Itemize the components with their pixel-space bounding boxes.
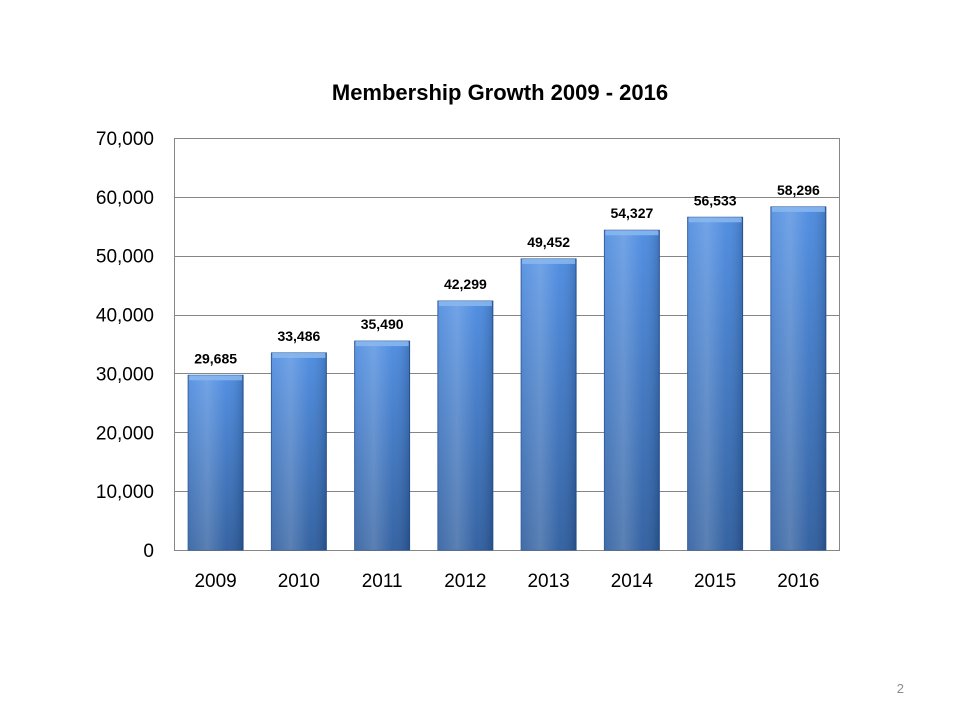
data-label-2010: 33,486	[277, 328, 320, 344]
bar-2015	[687, 216, 744, 551]
y-tick-label: 60,000	[96, 188, 154, 209]
bar-shine	[604, 230, 660, 550]
data-label-2012: 42,299	[444, 276, 487, 292]
bar-shine	[271, 352, 327, 550]
bar-top-highlight	[771, 206, 825, 212]
y-tick-label: 10,000	[96, 482, 154, 503]
y-tick-label: 50,000	[96, 247, 154, 268]
bar-shine	[188, 375, 244, 550]
bar-top-highlight	[605, 230, 659, 236]
x-tick-label-2015: 2015	[694, 571, 736, 592]
bar-2014	[603, 229, 660, 551]
bars	[187, 206, 827, 551]
data-label-2014: 54,327	[610, 205, 653, 221]
bar-2016	[770, 206, 827, 551]
bar-top-highlight	[438, 301, 492, 307]
bar-shine	[687, 217, 743, 550]
data-labels: 29,685 33,486 35,490 42,299 49,452 54,327 56,5…	[194, 182, 820, 366]
x-tick-label-2012: 2012	[444, 571, 486, 592]
data-label-2011: 35,490	[361, 316, 404, 332]
x-tick-label-2011: 2011	[362, 571, 403, 592]
x-axis-tick-labels: 2009 2010 2011 2012 2013 2014 2015 2016	[194, 571, 819, 592]
data-label-2009: 29,685	[194, 350, 237, 366]
chart-title: Membership Growth 2009 - 2016	[332, 80, 668, 105]
data-label-2015: 56,533	[694, 192, 737, 208]
y-tick-label: 20,000	[96, 423, 154, 444]
bar-top-highlight	[355, 341, 409, 347]
x-tick-label-2013: 2013	[527, 571, 569, 592]
x-tick-label-2009: 2009	[194, 571, 236, 592]
bar-shine	[521, 258, 577, 550]
bar-shine	[770, 206, 826, 550]
y-tick-label: 30,000	[96, 364, 154, 385]
data-label-2013: 49,452	[527, 234, 570, 250]
bar-shine	[354, 341, 410, 550]
y-tick-label: 0	[143, 541, 154, 562]
x-tick-label-2016: 2016	[777, 571, 819, 592]
bar-top-highlight	[688, 217, 742, 223]
data-label-2016: 58,296	[777, 182, 820, 198]
y-tick-label: 40,000	[96, 306, 154, 327]
x-tick-label-2014: 2014	[611, 571, 654, 592]
bar-2013	[520, 258, 577, 551]
bar-2010	[270, 352, 327, 551]
bar-top-highlight	[189, 375, 243, 381]
bar-2012	[437, 300, 494, 551]
bar-top-highlight	[272, 352, 326, 358]
x-tick-label-2010: 2010	[278, 571, 320, 592]
y-tick-label: 70,000	[96, 129, 154, 150]
y-axis-tick-labels: 0 10,000 20,000 30,000 40,000 50,000 60,000 70,…	[96, 129, 154, 562]
slide-number: 2	[896, 681, 904, 696]
bar-top-highlight	[522, 258, 576, 264]
bar-2011	[354, 340, 411, 551]
bar-2009	[187, 374, 244, 551]
bar-shine	[437, 301, 493, 550]
